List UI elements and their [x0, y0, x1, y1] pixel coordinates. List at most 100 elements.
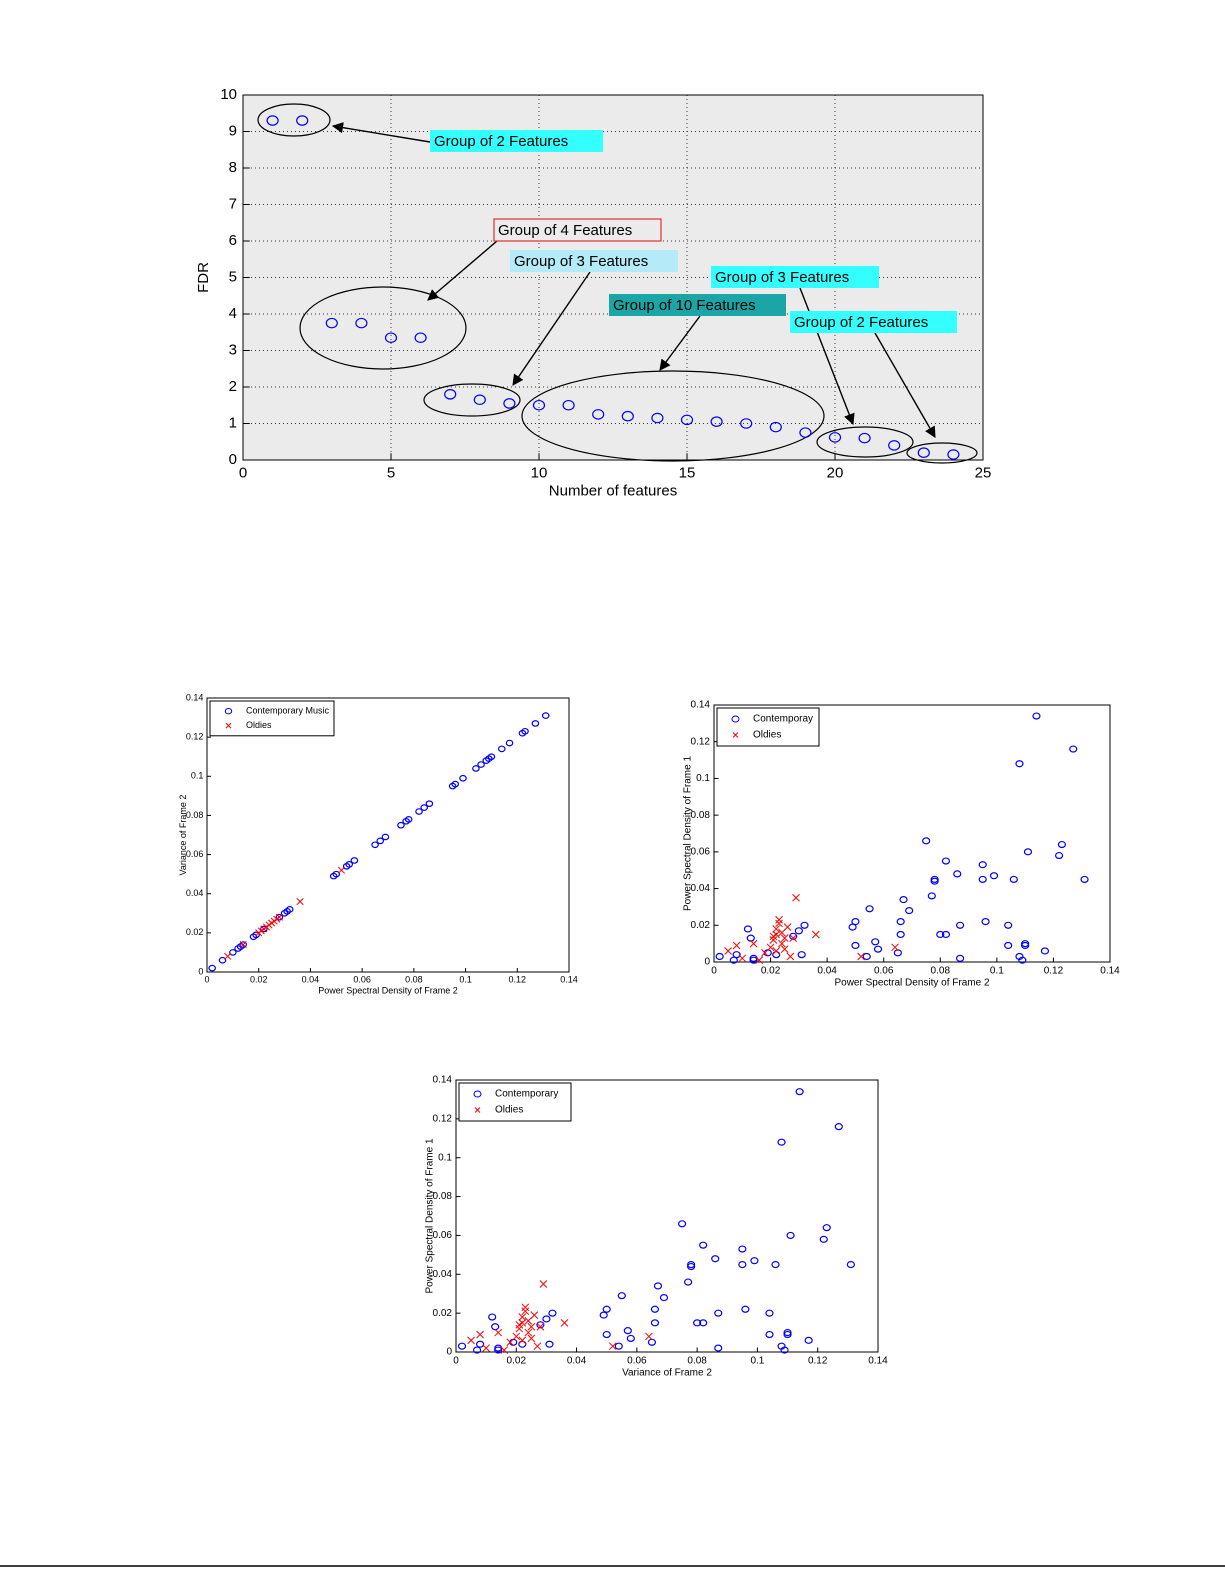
- scatter-point: [804, 1336, 813, 1344]
- scatter-point: [482, 1344, 490, 1352]
- legend-label: Oldies: [495, 1105, 523, 1116]
- scatter-point: [608, 1342, 617, 1351]
- legend-marker: [732, 732, 739, 738]
- scatter-point: [384, 332, 398, 344]
- annotation-text: Group of 4 Features: [498, 222, 632, 239]
- x-tick-label: 5: [387, 464, 395, 481]
- y-tick-label: 0.04: [433, 1269, 453, 1280]
- scatter-point: [487, 753, 496, 761]
- scatter-point: [602, 1305, 611, 1313]
- scatter-point: [862, 952, 871, 961]
- x-tick-label: 0: [204, 974, 209, 984]
- scatter-point: [775, 915, 783, 924]
- scatter-point: [285, 906, 294, 913]
- scatter-point: [981, 918, 990, 926]
- annotation-box: [790, 311, 957, 333]
- scatter-point: [896, 918, 905, 926]
- axes-frame: [455, 1079, 879, 1353]
- scatter-point: [494, 1328, 503, 1337]
- scatter-point: [275, 913, 284, 921]
- scatter-point: [738, 1245, 747, 1253]
- group-ellipse: [299, 286, 467, 370]
- y-axis-label: FDR: [195, 262, 212, 293]
- x-tick-label: 0.02: [761, 966, 781, 977]
- scatter-point: [936, 930, 945, 939]
- y-axis-label: Power Spectral Density of Frame 1: [425, 1138, 436, 1293]
- scatter-point: [927, 892, 936, 900]
- scatter-point: [953, 870, 962, 878]
- scatter-point: [218, 956, 227, 964]
- scatter-point: [518, 1336, 527, 1345]
- scatter-point: [524, 1317, 533, 1325]
- scatter-point: [650, 1305, 660, 1313]
- x-tick-label: 0.14: [868, 1356, 888, 1367]
- x-tick-label: 20: [827, 464, 844, 481]
- scatter-point: [518, 1340, 527, 1348]
- scatter-point: [1009, 875, 1018, 883]
- annotation-box: [493, 218, 662, 242]
- annotation-text: Group of 2 Features: [794, 314, 928, 331]
- y-tick-label: 5: [229, 268, 237, 285]
- scatter-point: [789, 934, 798, 942]
- scatter-point: [828, 432, 842, 443]
- scatter-point: [786, 952, 795, 961]
- y-tick-label: 2: [229, 378, 237, 395]
- scatter-point: [521, 1303, 530, 1312]
- x-axis-label: Number of features: [549, 482, 677, 499]
- legend-label: Contemporary: [495, 1089, 558, 1100]
- legend-box: [716, 707, 820, 747]
- scatter-point: [208, 964, 216, 972]
- scatter-point: [1015, 760, 1024, 768]
- scatter-point: [533, 1342, 542, 1351]
- scatter-point: [497, 745, 506, 753]
- scatter-point: [978, 875, 987, 883]
- annotation-text: Group of 3 Features: [514, 253, 648, 270]
- annotation-text: Group of 10 Features: [613, 297, 756, 314]
- scatter-point: [683, 1278, 693, 1286]
- group-ellipse: [423, 383, 521, 417]
- legend-item: Oldies: [732, 730, 781, 741]
- scatter-point: [792, 893, 800, 902]
- scatter-point: [296, 115, 309, 126]
- x-tick-label: 0: [453, 1356, 459, 1367]
- x-tick-label: 0.04: [302, 974, 320, 984]
- scatter-point: [1069, 745, 1078, 753]
- scatter-point: [350, 857, 359, 864]
- scatter-point: [515, 1324, 524, 1333]
- scatter-point: [252, 931, 260, 939]
- scatter-point: [750, 1257, 759, 1265]
- y-tick-label: 1: [229, 414, 237, 431]
- scatter-point: [732, 941, 741, 950]
- y-tick-label: 0.08: [433, 1191, 453, 1202]
- scatter-point: [505, 739, 514, 747]
- scatter-point: [275, 913, 283, 921]
- y-tick-label: 0.08: [691, 810, 711, 821]
- scatter-point: [777, 1138, 786, 1146]
- scatter-point: [930, 875, 939, 883]
- scatter-point: [741, 1305, 750, 1313]
- x-tick-label: 0.12: [509, 974, 527, 984]
- x-axis-label: Power Spectral Density of Frame 2: [834, 978, 989, 989]
- scatter-point: [888, 440, 901, 451]
- scatter-point: [459, 774, 467, 782]
- scatter-point: [527, 1334, 536, 1343]
- x-tick-label: 15: [679, 464, 696, 481]
- scatter-point: [623, 1327, 632, 1335]
- scatter-point: [955, 954, 965, 962]
- scatter-point: [536, 1321, 545, 1329]
- scatter-point: [617, 1292, 626, 1300]
- scatter-point: [541, 712, 550, 719]
- scatter-point: [922, 837, 931, 845]
- scatter-point: [488, 1313, 497, 1321]
- scatter-point: [819, 1235, 828, 1243]
- scatter-point: [769, 932, 778, 941]
- scatter-point: [780, 1346, 789, 1354]
- y-tick-label: 0.12: [433, 1113, 453, 1124]
- x-tick-label: 0: [711, 966, 717, 977]
- x-tick-label: 0.06: [874, 966, 894, 977]
- scatter-point: [650, 1319, 660, 1327]
- scatter-point: [822, 1224, 831, 1232]
- scatter-point: [224, 952, 232, 960]
- scatter-point: [989, 872, 999, 880]
- scatter-point: [858, 432, 871, 444]
